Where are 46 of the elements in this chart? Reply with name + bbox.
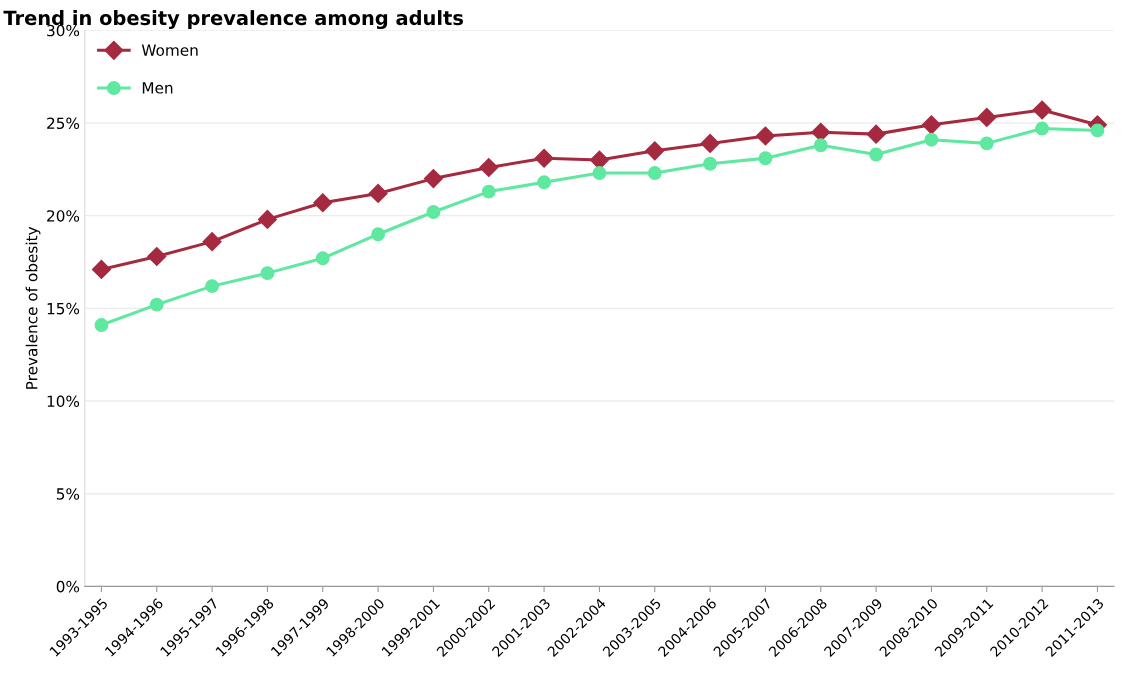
point <box>589 150 609 170</box>
point <box>811 122 831 142</box>
point <box>647 166 662 180</box>
point <box>758 151 773 166</box>
point <box>921 115 941 135</box>
y-tick-label: 10% <box>47 395 80 408</box>
point <box>481 184 496 199</box>
point <box>315 251 330 266</box>
point <box>149 297 164 312</box>
y-tick-label: 0% <box>56 580 80 593</box>
point <box>534 148 554 168</box>
point <box>202 232 222 252</box>
point <box>537 175 552 190</box>
legend-label: Men <box>142 82 173 94</box>
point <box>368 183 388 203</box>
y-tick-label: 25% <box>47 117 80 130</box>
point <box>147 246 167 266</box>
point <box>260 266 275 281</box>
point <box>866 124 886 144</box>
point <box>426 205 441 219</box>
point <box>313 193 333 213</box>
point <box>869 147 884 162</box>
point <box>91 259 111 279</box>
point <box>924 132 939 147</box>
point <box>755 126 775 146</box>
legend-label: Women <box>141 44 198 56</box>
point <box>257 209 277 229</box>
point <box>977 107 997 127</box>
point <box>592 166 607 180</box>
point <box>94 318 109 332</box>
point <box>813 138 828 153</box>
point <box>479 157 499 178</box>
point <box>1090 123 1105 138</box>
point <box>700 133 720 153</box>
point <box>1035 121 1050 136</box>
point <box>645 141 665 161</box>
point <box>703 156 718 171</box>
point <box>979 136 994 151</box>
y-tick-label: 5% <box>56 488 80 500</box>
y-tick-label: 15% <box>47 302 80 315</box>
y-axis-title: Prevalence of obesity <box>25 226 41 389</box>
point <box>371 227 386 242</box>
y-tick-label: 20% <box>47 210 80 222</box>
point <box>423 169 443 189</box>
point <box>205 279 220 294</box>
point <box>1032 100 1052 120</box>
